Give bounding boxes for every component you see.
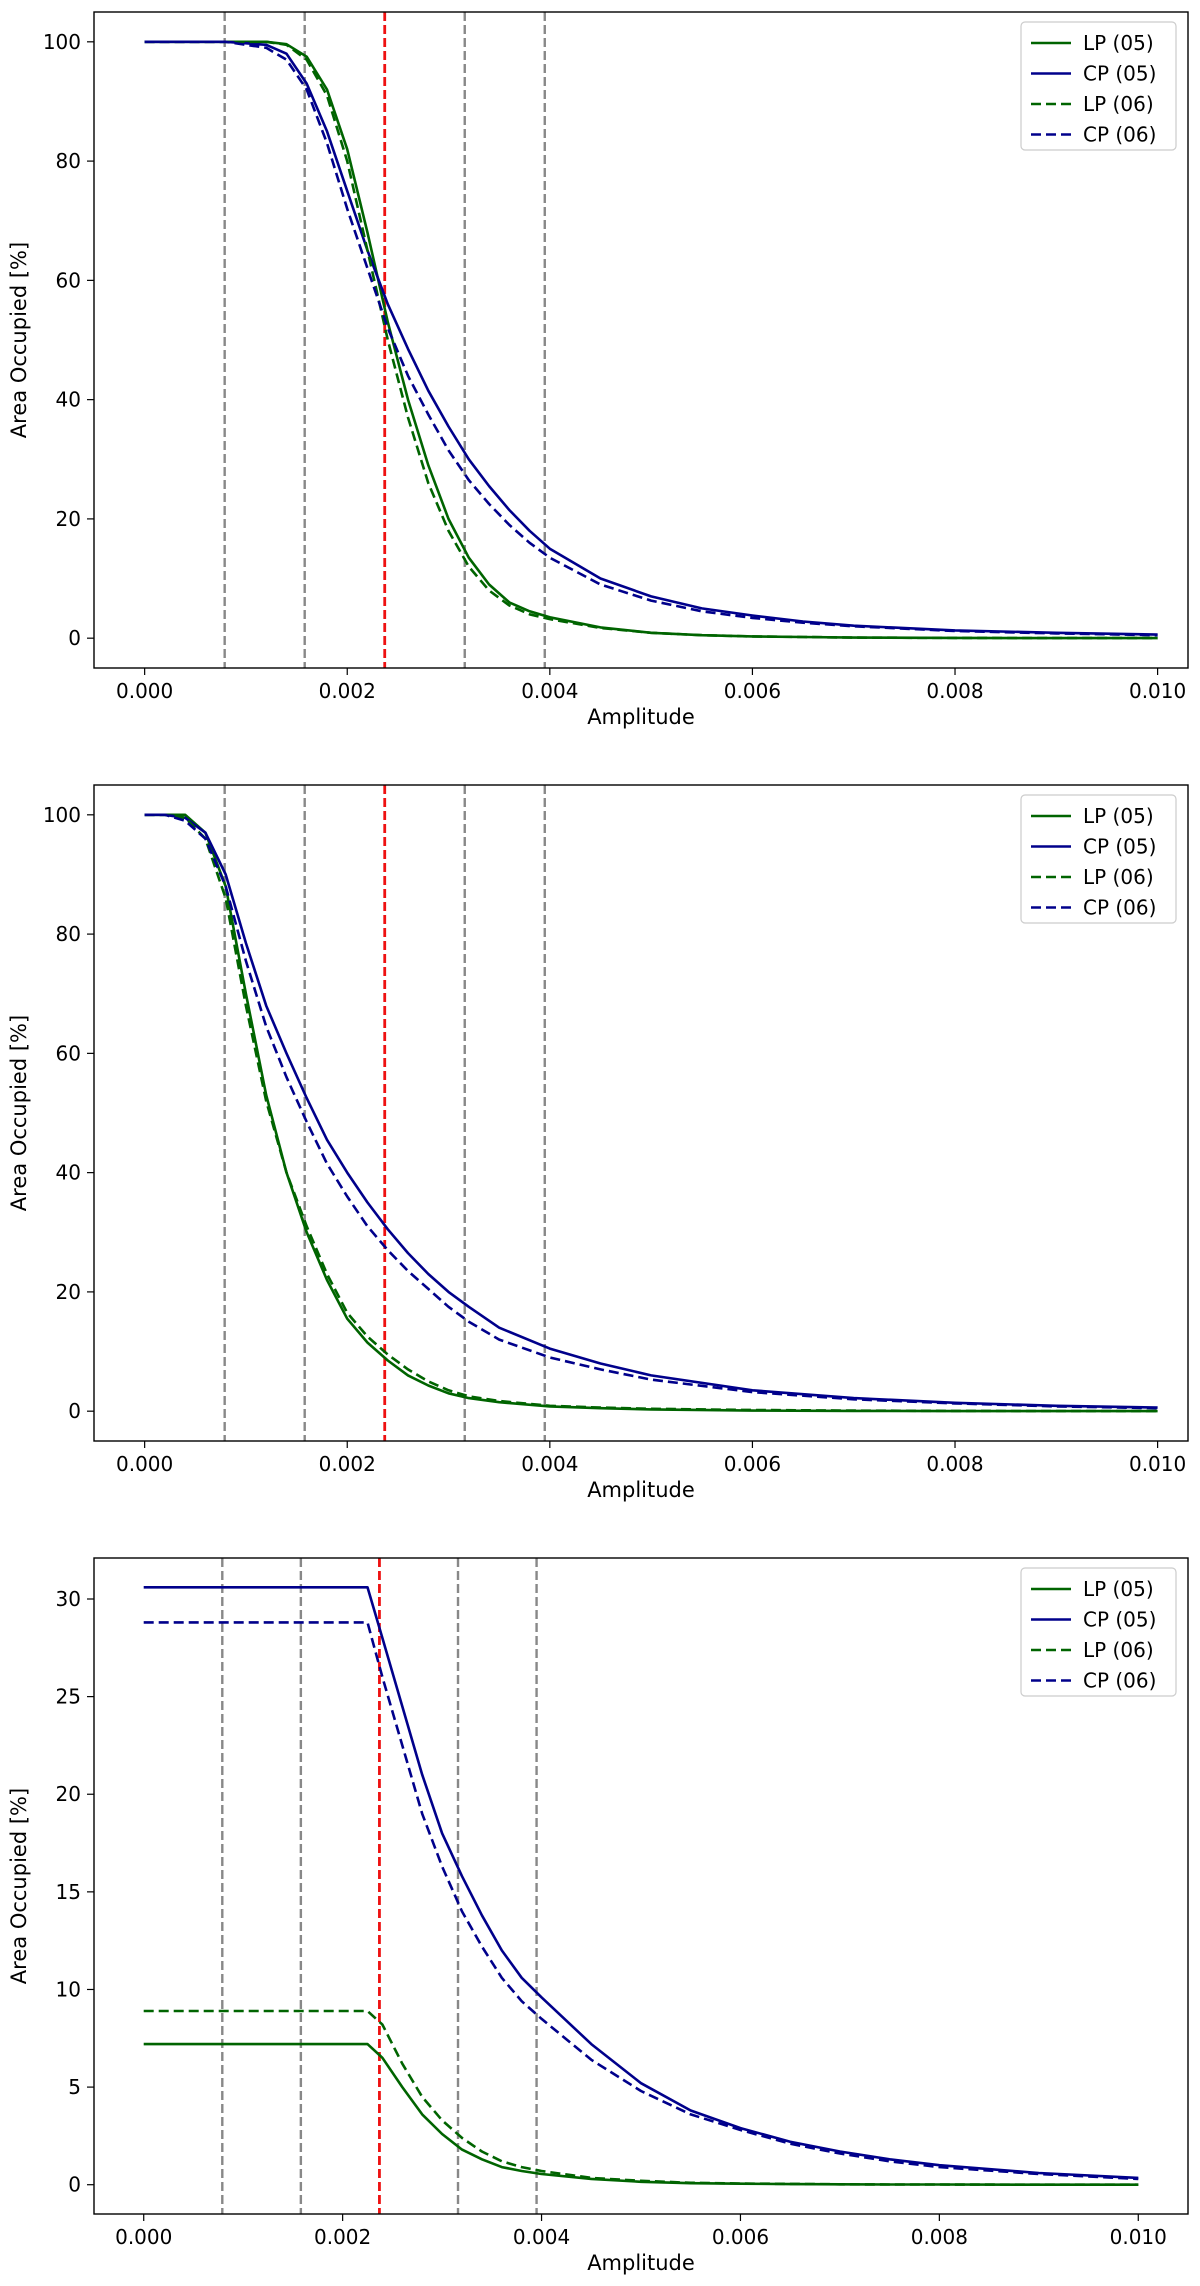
y-tick-label: 20 (56, 507, 81, 531)
legend-label: CP (06) (1083, 123, 1156, 147)
legend-label: CP (06) (1083, 896, 1156, 920)
x-tick-label: 0.008 (926, 679, 983, 703)
x-tick-label: 0.004 (521, 679, 578, 703)
y-tick-label: 0 (68, 2173, 81, 2197)
series-line-cp-06 (143, 1621, 1139, 2181)
y-tick-label: 30 (56, 1587, 81, 1611)
x-tick-label: 0.004 (521, 1452, 578, 1476)
series-line-cp-05 (143, 1586, 1139, 2180)
series-line-lp-05 (144, 40, 1158, 640)
series-line-cp-05 (144, 813, 1158, 1409)
x-tick-label: 0.000 (116, 1452, 173, 1476)
y-tick-label: 20 (56, 1280, 81, 1304)
y-tick-label: 40 (56, 1161, 81, 1185)
x-tick-label: 0.004 (513, 2225, 570, 2249)
y-tick-label: 100 (43, 30, 81, 54)
plot-area (144, 785, 1158, 1441)
y-tick-label: 40 (56, 388, 81, 412)
axes-frame (93, 11, 1189, 669)
x-axis-label: Amplitude (587, 1478, 695, 1502)
chart-panel-2: 0.000 0.002 0.004 0.006 0.008 0.010 0 20 40 60 80 1… (7, 784, 1189, 1502)
y-tick-label: 25 (56, 1685, 81, 1709)
legend-label: CP (05) (1083, 835, 1156, 859)
legend-label: LP (06) (1083, 1638, 1154, 1662)
legend-box (1020, 21, 1177, 151)
plot-area (143, 1558, 1139, 2214)
series-line-lp-06 (143, 2009, 1139, 2186)
y-tick-label: 60 (56, 1041, 81, 1065)
y-tick-label: 80 (56, 149, 81, 173)
x-tick-label: 0.006 (724, 1452, 781, 1476)
y-axis-label: Area Occupied [%] (7, 1788, 31, 1984)
y-tick-label: 20 (56, 1782, 81, 1806)
axes-frame (93, 1557, 1189, 2215)
chart-panel-3: 0.000 0.002 0.004 0.006 0.008 0.010 0 5 10 15 20 25… (7, 1557, 1189, 2275)
series-line-lp-05 (143, 2042, 1139, 2186)
y-axis-label: Area Occupied [%] (7, 242, 31, 438)
y-tick-label: 0 (68, 626, 81, 650)
x-tick-label: 0.002 (319, 679, 376, 703)
y-tick-label: 100 (43, 803, 81, 827)
y-tick-label: 15 (56, 1880, 81, 1904)
legend-label: LP (06) (1083, 865, 1154, 889)
legend-box (1020, 794, 1177, 924)
legend-label: CP (05) (1083, 1608, 1156, 1632)
x-tick-label: 0.000 (115, 2225, 172, 2249)
legend-label: LP (05) (1083, 1577, 1154, 1601)
series-line-lp-05 (144, 813, 1158, 1413)
legend-label: CP (06) (1083, 1669, 1156, 1693)
y-tick-label: 80 (56, 922, 81, 946)
x-tick-label: 0.006 (724, 679, 781, 703)
x-tick-label: 0.008 (911, 2225, 968, 2249)
legend: LP (05) CP (05) LP (06) CP (06) (1020, 794, 1177, 924)
series-line-cp-06 (144, 40, 1158, 637)
x-tick-label: 0.002 (314, 2225, 371, 2249)
x-tick-label: 0.008 (926, 1452, 983, 1476)
x-axis-label: Amplitude (587, 2251, 695, 2275)
x-tick-label: 0.006 (712, 2225, 769, 2249)
chart-panel-1: 0.000 0.002 0.004 0.006 0.008 0.010 0 20 40 60 80 1… (7, 11, 1189, 729)
axes-frame (93, 784, 1189, 1442)
legend-box (1020, 1567, 1177, 1697)
y-tick-label: 5 (68, 2075, 81, 2099)
x-tick-label: 0.002 (319, 1452, 376, 1476)
legend-label: LP (05) (1083, 804, 1154, 828)
series-line-lp-06 (144, 40, 1158, 640)
y-axis-label: Area Occupied [%] (7, 1015, 31, 1211)
legend-label: LP (05) (1083, 31, 1154, 55)
y-tick-label: 60 (56, 268, 81, 292)
series-line-cp-06 (144, 813, 1158, 1410)
x-tick-label: 0.000 (116, 679, 173, 703)
x-axis-label: Amplitude (587, 705, 695, 729)
legend-label: CP (05) (1083, 62, 1156, 86)
x-tick-label: 0.010 (1129, 679, 1186, 703)
y-tick-label: 0 (68, 1399, 81, 1423)
legend: LP (05) CP (05) LP (06) CP (06) (1020, 21, 1177, 151)
series-line-cp-05 (144, 40, 1158, 636)
legend: LP (05) CP (05) LP (06) CP (06) (1020, 1567, 1177, 1697)
x-tick-label: 0.010 (1110, 2225, 1167, 2249)
legend-label: LP (06) (1083, 92, 1154, 116)
plot-area (144, 12, 1158, 668)
y-tick-label: 10 (56, 1977, 81, 2001)
series-line-lp-06 (144, 813, 1158, 1413)
x-tick-label: 0.010 (1129, 1452, 1186, 1476)
